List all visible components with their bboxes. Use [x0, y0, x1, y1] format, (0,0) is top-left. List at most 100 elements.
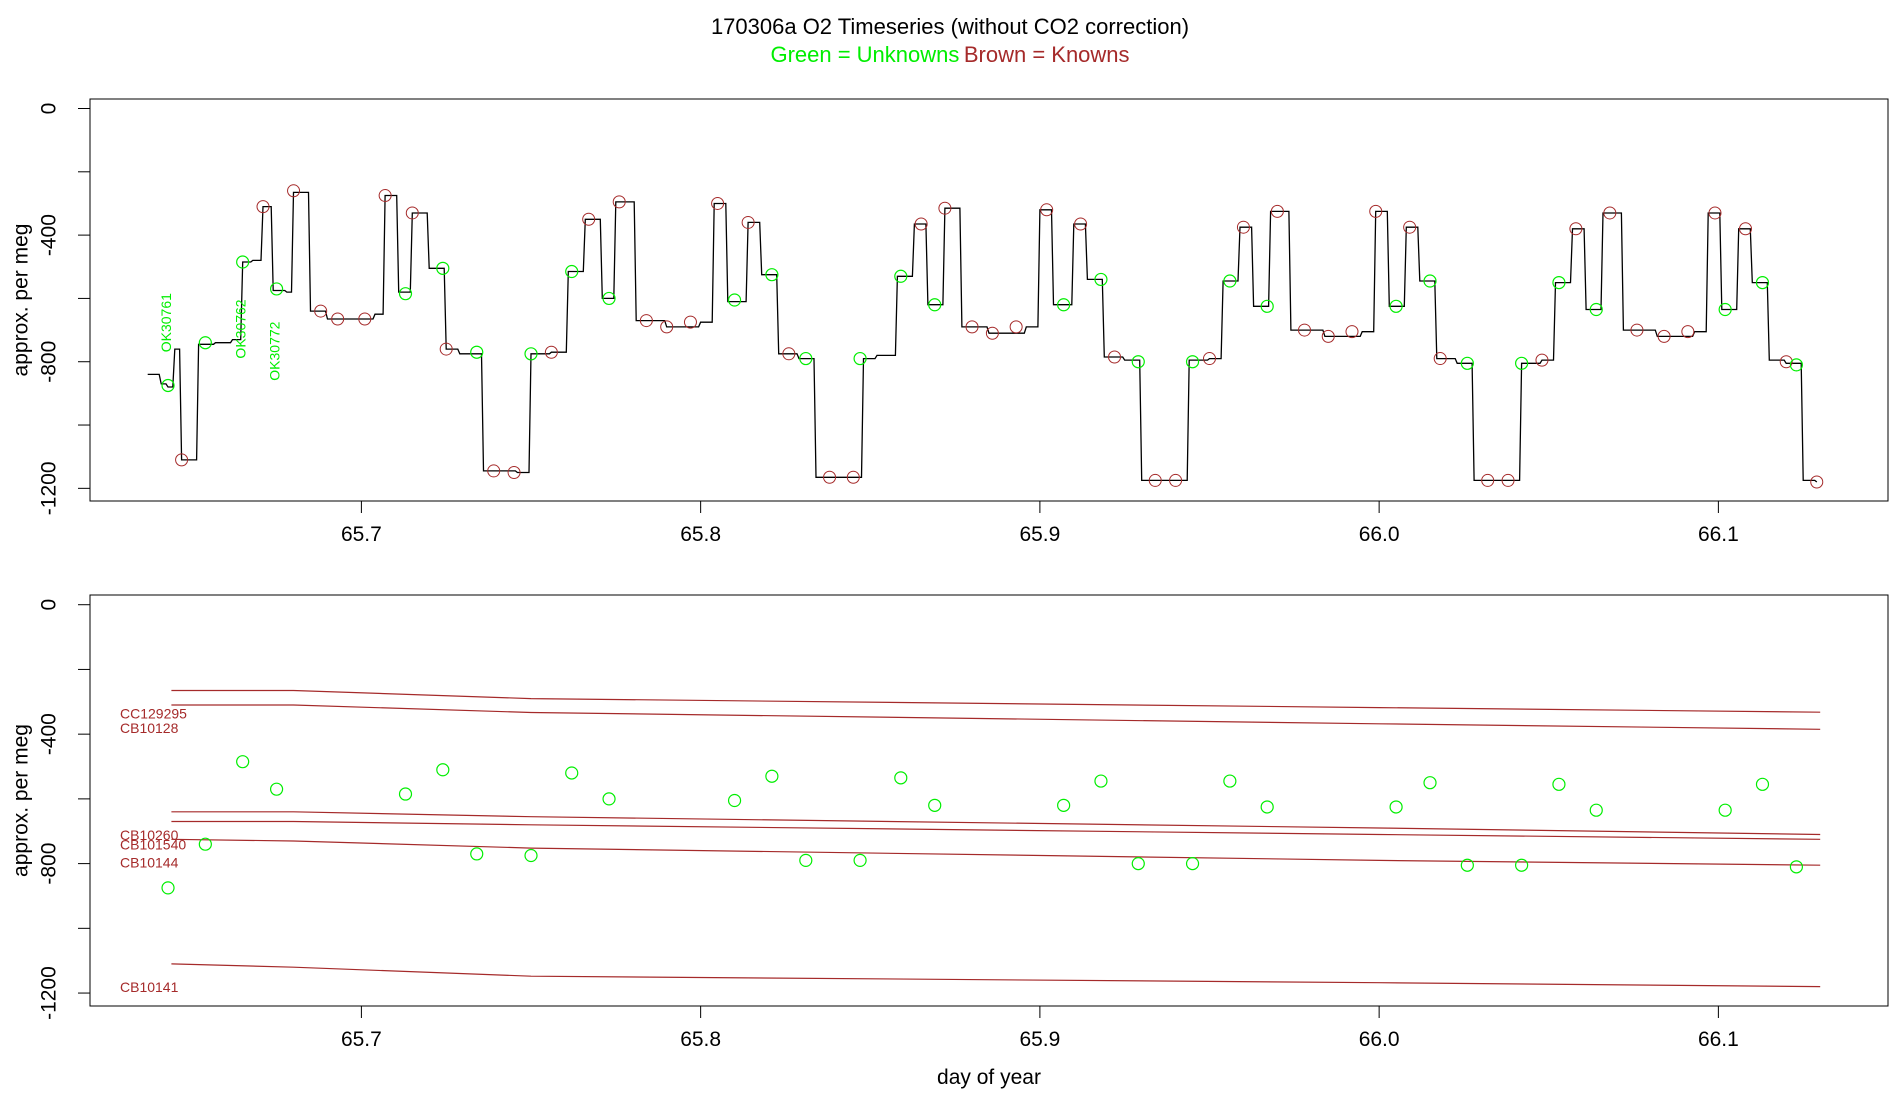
top-unknown-point	[1185, 355, 1200, 369]
top-known-point	[1403, 220, 1417, 234]
top-y-tick-label: -400	[38, 214, 61, 256]
top-known-point	[1779, 355, 1793, 369]
bottom-known-line	[171, 820, 1821, 840]
top-known-point	[965, 320, 979, 334]
bottom-unknown-point	[602, 792, 616, 806]
top-unknown-point	[1094, 272, 1108, 287]
top-unknown-point	[1389, 299, 1403, 313]
top-known-point	[256, 200, 270, 214]
top-annotation: OK30761	[158, 293, 174, 352]
top-unknown-point	[398, 287, 413, 301]
top-known-point	[938, 201, 952, 215]
bottom-known-line-label: CC129295	[120, 705, 187, 721]
top-known-point	[1369, 204, 1383, 218]
top-known-point	[314, 304, 328, 318]
top-known-point	[1236, 220, 1250, 234]
chart-legend: Green = Unknowns Brown = Knowns	[0, 42, 1900, 68]
bottom-unknown-point	[1515, 858, 1529, 872]
top-known-point	[741, 215, 755, 229]
top-x-tick-label: 65.8	[680, 523, 721, 546]
bottom-known-line	[171, 811, 1821, 836]
top-unknown-point	[1460, 356, 1474, 370]
top-unknown-point	[1718, 302, 1732, 317]
top-annotation: OK30772	[267, 321, 283, 380]
top-trace-line	[147, 191, 1818, 483]
top-known-point	[175, 453, 189, 467]
top-known-point	[823, 470, 837, 484]
bottom-unknown-point	[765, 769, 779, 783]
top-plot-frame	[89, 98, 1889, 502]
bottom-known-line-label: CB10141	[120, 979, 179, 995]
bottom-x-tick-label: 65.7	[341, 1028, 382, 1051]
bottom-unknown-point	[1718, 803, 1732, 817]
top-known-point	[1040, 203, 1054, 217]
bottom-x-tick-label: 65.8	[680, 1028, 721, 1051]
top-unknown-point	[1515, 356, 1529, 370]
bottom-known-line-label: CB101540	[120, 837, 186, 853]
top-known-point	[1810, 475, 1824, 489]
top-unknown-point	[198, 336, 212, 350]
bottom-unknown-point	[894, 771, 908, 785]
bottom-x-tick-label: 66.0	[1359, 1028, 1400, 1051]
legend-knowns: Brown = Knowns	[963, 42, 1130, 67]
top-panel: 65.7 65.8 65.9 66.0 66.1 0 -400 -800 -1200 approx…	[10, 98, 1889, 546]
bottom-unknown-point	[1552, 777, 1566, 791]
top-x-tick-label: 65.9	[1019, 523, 1060, 546]
top-known-point	[487, 464, 501, 478]
bottom-unknown-point	[1185, 857, 1200, 871]
bottom-known-line	[171, 704, 1821, 730]
top-known-point	[1148, 473, 1162, 487]
top-unknown-point	[1755, 275, 1770, 290]
top-known-point	[1321, 329, 1335, 343]
top-known-point	[1603, 206, 1617, 220]
top-known-point	[1297, 323, 1311, 337]
bottom-unknown-point	[1223, 774, 1237, 788]
bottom-unknown-point	[161, 881, 175, 895]
top-known-point	[639, 314, 653, 328]
bottom-known-line	[171, 689, 1821, 713]
top-known-point	[1345, 325, 1359, 339]
top-known-point	[683, 315, 697, 329]
top-unknown-point	[894, 269, 908, 283]
top-known-point	[985, 326, 999, 340]
bottom-plot-frame	[89, 594, 1889, 1007]
top-known-point	[1501, 473, 1515, 487]
bottom-unknown-point	[1094, 774, 1108, 788]
bottom-y-axis-label: approx. per meg	[10, 724, 33, 877]
title-line1: 170306a O2 Timeseries (without CO2 corre…	[710, 14, 1190, 39]
top-unknown-point	[236, 255, 250, 269]
bottom-unknown-point	[928, 798, 942, 812]
top-known-point	[1739, 222, 1753, 236]
bottom-unknown-point	[236, 755, 250, 769]
bottom-known-line-label: CB10260	[120, 827, 179, 843]
bottom-unknown-point	[1789, 860, 1804, 874]
top-known-point	[287, 184, 301, 198]
top-known-point	[914, 217, 928, 231]
top-unknown-point	[1789, 358, 1804, 372]
top-unknown-point	[161, 378, 175, 393]
top-unknown-point	[1260, 299, 1274, 313]
bottom-panel: 65.7 65.8 65.9 66.0 66.1 0 -400 -800 -1200 approx…	[10, 594, 1889, 1089]
bottom-unknown-point	[198, 837, 212, 851]
top-x-tick-label: 65.7	[341, 523, 382, 546]
bottom-unknown-point	[269, 782, 284, 796]
bottom-unknown-point	[436, 763, 450, 777]
bottom-unknown-point	[398, 787, 413, 801]
top-x-tick-label: 66.0	[1359, 523, 1400, 546]
top-known-point	[1630, 323, 1644, 337]
top-known-point	[582, 212, 596, 226]
top-known-point	[405, 206, 419, 220]
top-unknown-point	[1057, 298, 1071, 312]
bottom-y-tick-label: -1200	[38, 966, 61, 1020]
legend-unknowns: Green = Unknowns	[770, 42, 960, 67]
bottom-unknown-point	[853, 853, 867, 867]
top-y-tick-label: 0	[38, 103, 61, 115]
top-known-point	[1074, 217, 1088, 231]
bottom-known-line-label: CB10144	[120, 854, 179, 870]
bottom-unknown-point	[1057, 798, 1071, 812]
top-unknown-point	[1552, 275, 1566, 290]
bottom-unknown-point	[1389, 800, 1403, 814]
top-unknown-point	[470, 345, 484, 359]
top-y-axis-label: approx. per meg	[10, 224, 33, 377]
